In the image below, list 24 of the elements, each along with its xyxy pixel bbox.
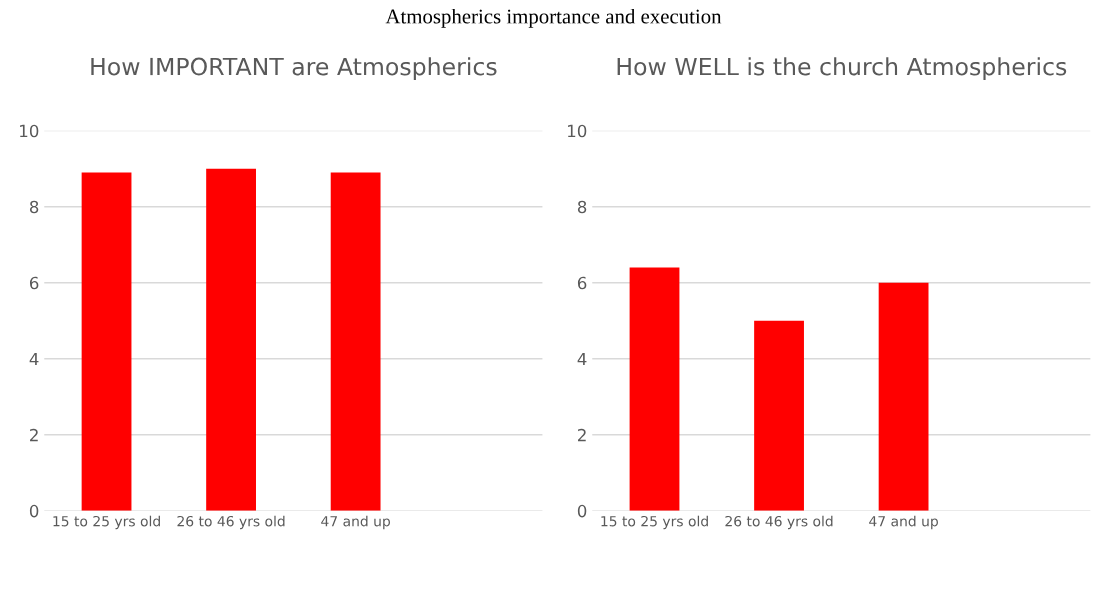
text: Atmospherics importance and execution [385, 8, 722, 28]
y-tick-label: 0 [577, 504, 587, 518]
chart-title: How WELL is the church Atmospherics [617, 57, 1067, 81]
x-tick-label: 47 and up [321, 515, 390, 530]
y-tick-label: 2 [30, 428, 38, 442]
y-tick-label: 8 [577, 200, 587, 214]
x-tick-label: 26 to 46 yrs old [177, 515, 285, 530]
x-tick-label: 26 to 46 yrs old [725, 515, 833, 530]
x-tick-label: 47 and up [869, 515, 938, 530]
y-tick-label: 4 [29, 352, 39, 366]
chart-title: How IMPORTANT are Atmospherics [91, 57, 497, 81]
x-tick-label: 15 to 25 yrs old [53, 515, 160, 530]
y-tick-label: 6 [29, 276, 39, 290]
y-tick-label: 10 [20, 124, 39, 138]
bar [878, 282, 929, 511]
y-tick-label: 8 [29, 200, 39, 214]
y-tick-label: 2 [578, 428, 586, 442]
x-tick-label: 15 to 25 yrs old [601, 515, 708, 530]
y-tick-label: 0 [29, 504, 39, 518]
bar [754, 320, 804, 511]
y-tick-label: 10 [568, 124, 587, 138]
y-tick-label: 4 [577, 352, 587, 366]
bar [629, 267, 680, 511]
y-tick-label: 6 [577, 276, 587, 290]
